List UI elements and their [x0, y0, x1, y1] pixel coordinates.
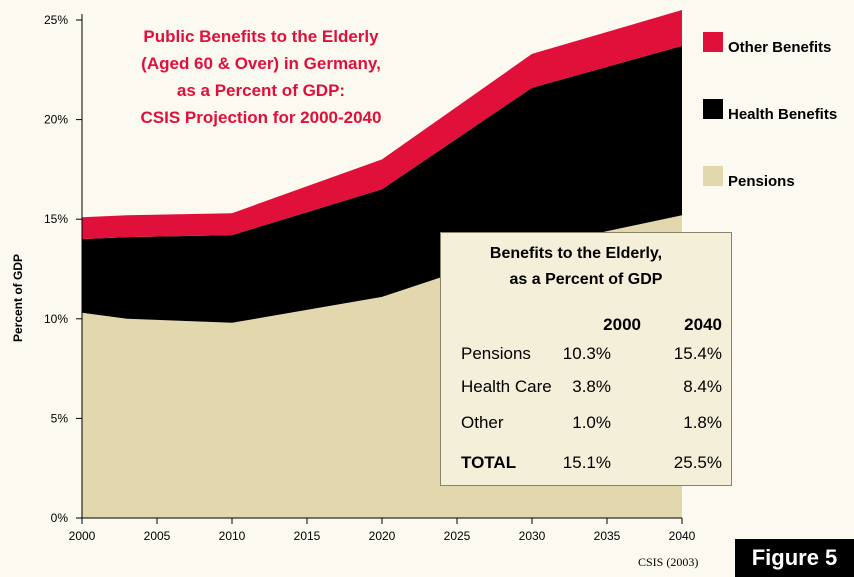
x-tick-label: 2020 — [369, 529, 396, 543]
y-tick-label: 5% — [51, 411, 69, 425]
source-citation: CSIS (2003) — [638, 555, 699, 569]
legend-swatch-health-benefits — [703, 99, 723, 119]
chart-title-line-1: Public Benefits to the Elderly — [143, 27, 379, 46]
area-health-benefits — [82, 45, 682, 323]
figure-label: Figure 5 — [735, 539, 854, 577]
legend-label-pensions: Pensions — [728, 173, 795, 190]
y-tick-label: 10% — [44, 312, 68, 326]
chart-title-line-3: as a Percent of GDP: — [177, 81, 345, 100]
y-tick-label: 15% — [44, 212, 68, 226]
axes — [76, 14, 683, 524]
area-other-benefits — [82, 10, 682, 240]
x-tick-label: 2040 — [669, 529, 696, 543]
table-cell-health-care-2040: 8.4% — [683, 377, 722, 396]
tick-labels: 0% 5% 10% 15% 20% 25% 2000 2005 2010 2015 2020 2025… — [44, 13, 696, 543]
table-cell-health-care-2000: 3.8% — [572, 377, 611, 396]
chart-title-line-2: (Aged 60 & Over) in Germany, — [141, 54, 381, 73]
x-tick-label: 2010 — [219, 529, 246, 543]
table-header-2000: 2000 — [603, 315, 641, 334]
x-tick-label: 2015 — [294, 529, 321, 543]
y-tick-label: 0% — [51, 511, 69, 525]
table-title-line-2: as a Percent of GDP — [509, 271, 663, 288]
chart-title: Public Benefits to the Elderly (Aged 60 … — [141, 27, 382, 127]
table-cell-total-2000: 15.1% — [562, 453, 611, 472]
table-cell-pensions-2040: 15.4% — [673, 344, 722, 363]
table-row-label-other: Other — [461, 413, 504, 432]
x-tick-label: 2025 — [444, 529, 471, 543]
table-row-label-pensions: Pensions — [461, 344, 531, 363]
y-tick-label: 20% — [44, 113, 68, 127]
table-row-label-total: TOTAL — [461, 453, 517, 472]
y-tick-label: 25% — [44, 13, 68, 27]
x-tick-label: 2005 — [144, 529, 171, 543]
y-axis-label: Percent of GDP — [11, 254, 25, 342]
table-cell-other-2040: 1.8% — [683, 413, 722, 432]
legend: Other Benefits Health Benefits Pensions — [703, 32, 837, 190]
summary-table: Benefits to the Elderly, as a Percent of… — [440, 232, 732, 486]
legend-swatch-other-benefits — [703, 32, 723, 52]
chart-title-line-4: CSIS Projection for 2000-2040 — [141, 108, 382, 127]
x-tick-label: 2000 — [69, 529, 96, 543]
table-cell-other-2000: 1.0% — [572, 413, 611, 432]
x-tick-label: 2030 — [519, 529, 546, 543]
table-cell-total-2040: 25.5% — [673, 453, 722, 472]
legend-swatch-pensions — [703, 166, 723, 186]
table-row-label-health-care: Health Care — [461, 377, 552, 396]
legend-label-other-benefits: Other Benefits — [728, 39, 831, 56]
legend-label-health-benefits: Health Benefits — [728, 106, 837, 123]
table-cell-pensions-2000: 10.3% — [562, 344, 611, 363]
table-header-2040: 2040 — [684, 315, 722, 334]
table-title-line-1: Benefits to the Elderly, — [489, 245, 663, 262]
x-tick-label: 2035 — [594, 529, 621, 543]
